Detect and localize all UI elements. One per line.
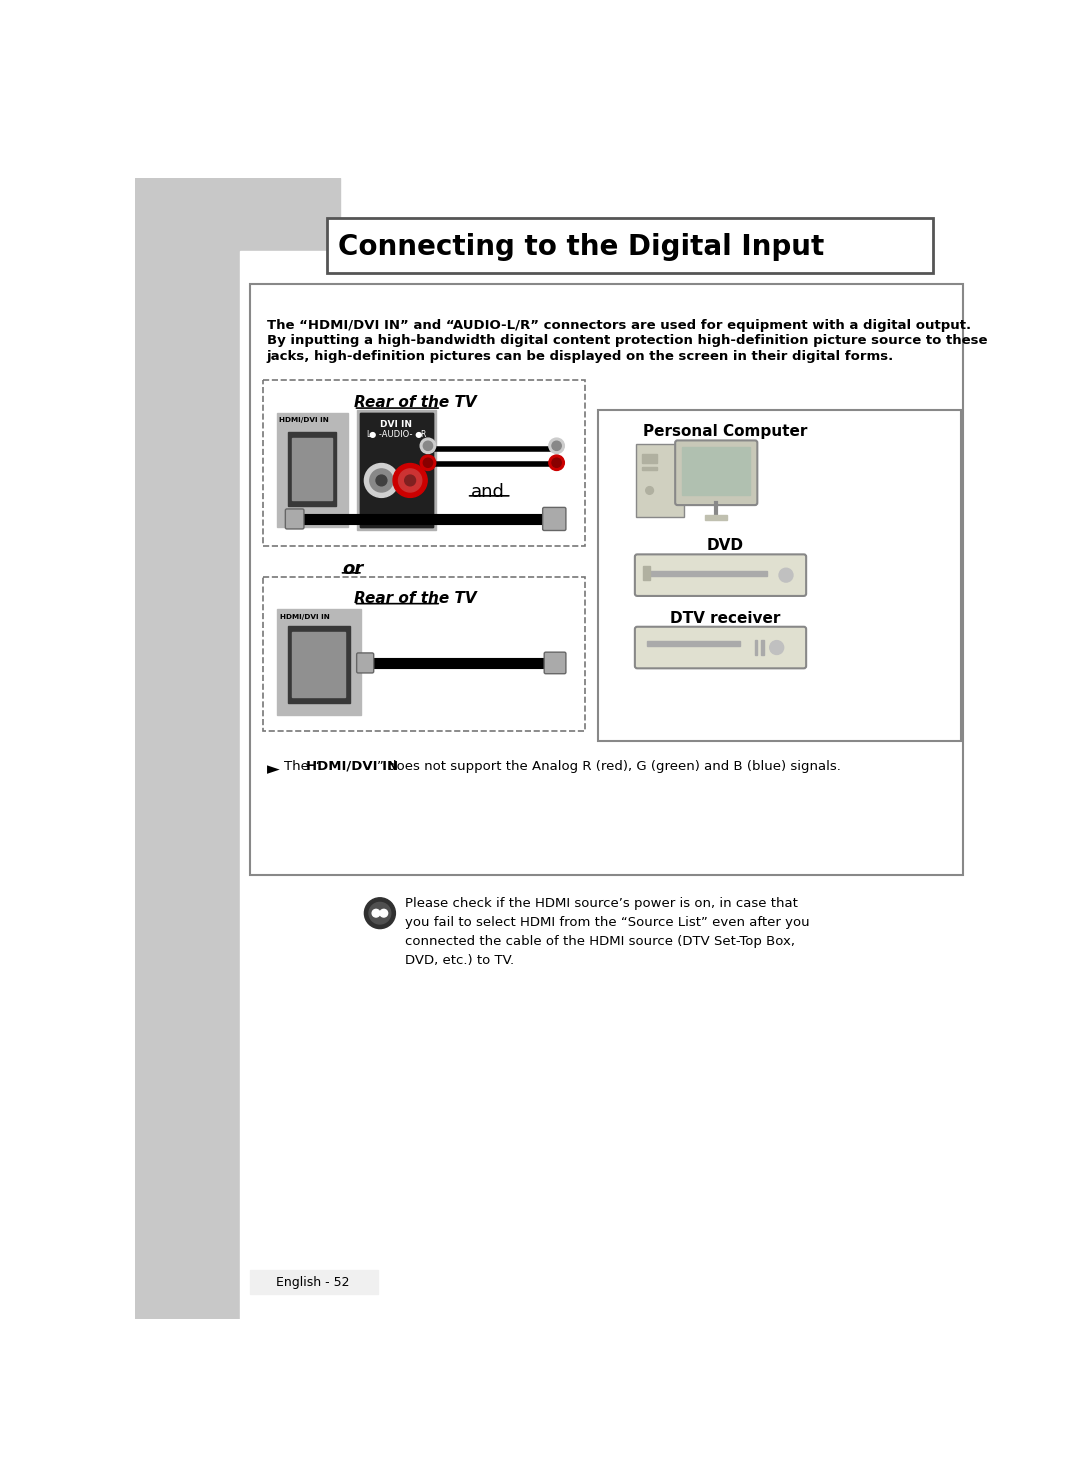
Text: jacks, high-definition pictures can be displayed on the screen in their digital : jacks, high-definition pictures can be d… (267, 350, 894, 363)
Circle shape (376, 476, 387, 486)
Text: ● -AUDIO- ●: ● -AUDIO- ● (369, 430, 423, 439)
Bar (647, 571, 767, 576)
Bar (240, 250, 972, 1319)
Bar (135, 178, 340, 1319)
Bar (249, 1270, 378, 1294)
Text: ►: ► (267, 760, 280, 778)
FancyBboxPatch shape (598, 411, 961, 741)
Bar (276, 609, 361, 716)
FancyBboxPatch shape (542, 507, 566, 531)
Text: L: L (366, 430, 370, 439)
Bar (293, 633, 345, 697)
Circle shape (549, 439, 565, 453)
Text: DTV receiver: DTV receiver (671, 611, 781, 625)
Bar (642, 453, 658, 462)
Circle shape (380, 910, 388, 917)
Text: Connecting to the Digital Input: Connecting to the Digital Input (338, 233, 824, 261)
Text: DVD: DVD (707, 538, 744, 553)
Bar (644, 566, 649, 579)
Circle shape (646, 486, 653, 495)
Bar (755, 640, 757, 655)
Text: R: R (420, 430, 426, 439)
FancyBboxPatch shape (635, 627, 806, 668)
Text: The “: The “ (284, 760, 320, 774)
Circle shape (405, 476, 416, 486)
Circle shape (423, 442, 433, 451)
Bar (360, 413, 433, 528)
Circle shape (373, 910, 380, 917)
Circle shape (399, 468, 422, 492)
FancyBboxPatch shape (327, 218, 933, 273)
Circle shape (420, 439, 435, 453)
Text: The “HDMI/DVI IN” and “AUDIO-L/R” connectors are used for equipment with a digit: The “HDMI/DVI IN” and “AUDIO-L/R” connec… (267, 319, 971, 332)
Bar (276, 413, 348, 528)
FancyBboxPatch shape (675, 440, 757, 505)
Circle shape (420, 455, 435, 470)
Bar (287, 431, 336, 505)
Text: HDMI/DVI IN: HDMI/DVI IN (279, 418, 329, 424)
Bar (705, 516, 727, 520)
Bar (262, 576, 584, 731)
Text: DVI IN: DVI IN (380, 419, 413, 428)
Bar (292, 439, 332, 499)
Circle shape (393, 464, 428, 498)
Bar (360, 413, 433, 528)
Text: Rear of the TV: Rear of the TV (353, 396, 476, 411)
Circle shape (364, 898, 395, 929)
Text: or: or (342, 560, 364, 578)
Bar (356, 411, 436, 531)
Bar (262, 381, 584, 545)
Circle shape (369, 468, 393, 492)
Circle shape (770, 640, 784, 655)
Text: HDMI/DVI IN: HDMI/DVI IN (280, 614, 329, 619)
Bar (683, 448, 751, 495)
Bar (287, 625, 350, 702)
Text: and: and (471, 483, 504, 501)
Circle shape (779, 568, 793, 582)
Text: By inputting a high-bandwidth digital content protection high-definition picture: By inputting a high-bandwidth digital co… (267, 333, 987, 347)
FancyBboxPatch shape (636, 445, 684, 517)
Text: ” does not support the Analog R (red), G (green) and B (blue) signals.: ” does not support the Analog R (red), G… (377, 760, 840, 774)
Bar (642, 467, 658, 470)
FancyBboxPatch shape (249, 285, 962, 876)
Circle shape (552, 458, 562, 467)
Circle shape (364, 464, 399, 498)
Text: Personal Computer: Personal Computer (644, 424, 808, 439)
Text: English - 52: English - 52 (276, 1276, 350, 1288)
Text: Rear of the TV: Rear of the TV (353, 590, 476, 606)
Circle shape (423, 458, 433, 467)
Text: HDMI/DVI IN: HDMI/DVI IN (306, 760, 397, 774)
Circle shape (369, 903, 391, 923)
FancyBboxPatch shape (544, 652, 566, 674)
FancyBboxPatch shape (356, 654, 374, 673)
Circle shape (552, 442, 562, 451)
Bar (647, 642, 740, 646)
FancyBboxPatch shape (285, 508, 303, 529)
FancyBboxPatch shape (635, 554, 806, 596)
Text: Please check if the HDMI source’s power is on, in case that
you fail to select H: Please check if the HDMI source’s power … (405, 897, 809, 968)
Bar (761, 640, 764, 655)
Circle shape (549, 455, 565, 470)
